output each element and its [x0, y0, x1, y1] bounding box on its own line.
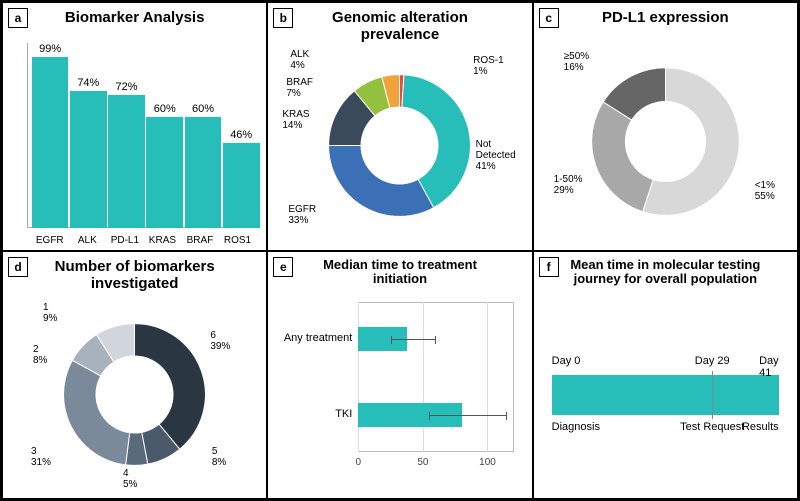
- timeline-bottom-label: Diagnosis: [552, 421, 600, 433]
- panel-d: d Number of biomarkers investigated 19% 2…: [2, 251, 267, 500]
- panel-b-chart: ALK4% BRAF7% KRAS14% EGFR33% ROS-11% NotDetec…: [268, 47, 531, 244]
- panel-c-title: PD-L1 expression: [534, 9, 797, 26]
- bar-braf: 60%: [185, 43, 222, 228]
- panel-e: e Median time to treatment initiation 05…: [267, 251, 532, 500]
- panel-a-title: Biomarker Analysis: [3, 9, 266, 26]
- donut-label: KRAS14%: [282, 109, 309, 131]
- hbar-label: TKI: [274, 408, 352, 420]
- panel-c-chart: ≥50%16% 1-50%29% <1%55%: [534, 39, 797, 244]
- donut-label: 639%: [210, 330, 230, 352]
- donut-label: 1-50%29%: [554, 174, 583, 196]
- panel-b: b Genomic alteration prevalence ALK4% BRA…: [267, 2, 532, 251]
- donut-label: ALK4%: [290, 49, 309, 71]
- timeline-bottom-label: Results: [742, 421, 779, 433]
- bar-kras: 60%: [146, 43, 183, 228]
- bar-ros1: 46%: [223, 43, 260, 228]
- donut-label: 45%: [123, 468, 137, 490]
- panel-f: f Mean time in molecular testing journey…: [533, 251, 798, 500]
- bar-alk: 74%: [70, 43, 107, 228]
- donut-label: 58%: [212, 446, 226, 468]
- donut-label: ROS-11%: [473, 55, 504, 77]
- panel-a-xlabels: EGFRALKPD-L1KRASBRAFROS1: [31, 231, 256, 246]
- figure-grid: a Biomarker Analysis 99%74%72%60%60%46% …: [0, 0, 800, 501]
- donut-label: BRAF7%: [286, 77, 313, 99]
- panel-c: c PD-L1 expression ≥50%16% 1-50%29% <1%55%: [533, 2, 798, 251]
- donut-label: EGFR33%: [288, 204, 316, 226]
- panel-f-title: Mean time in molecular testing journey f…: [534, 258, 797, 288]
- panel-d-title: Number of biomarkers investigated: [3, 258, 266, 293]
- panel-b-letter: b: [273, 8, 293, 28]
- panel-a-chart: 99%74%72%60%60%46%: [27, 43, 256, 228]
- timeline-bar: [552, 375, 779, 415]
- timeline-top-label: Day 29: [695, 355, 730, 367]
- panel-e-chart: 050100Any treatmentTKI: [274, 302, 517, 471]
- panel-d-letter: d: [8, 257, 28, 277]
- donut-label: <1%55%: [755, 180, 775, 202]
- hbar-label: Any treatment: [274, 332, 352, 344]
- panel-b-title: Genomic alteration prevalence: [268, 9, 531, 44]
- panel-f-letter: f: [539, 257, 559, 277]
- panel-a-letter: a: [8, 8, 28, 28]
- donut-label: ≥50%16%: [564, 51, 590, 73]
- panel-e-letter: e: [273, 257, 293, 277]
- bar-pd-l1: 72%: [108, 43, 145, 228]
- panel-c-letter: c: [539, 8, 559, 28]
- timeline-top-label: Day 0: [552, 355, 581, 367]
- donut-label: 19%: [43, 302, 57, 324]
- panel-d-chart: 19% 28% 331% 45% 58% 639%: [3, 296, 266, 493]
- donut-label: 28%: [33, 344, 47, 366]
- panel-e-title: Median time to treatment initiation: [268, 258, 531, 288]
- panel-f-chart: Day 0 Diagnosis Day 29 Test Request Day 41 Re…: [552, 322, 779, 479]
- donut-label: NotDetected41%: [476, 139, 516, 172]
- donut-label: 331%: [31, 446, 51, 468]
- bar-egfr: 99%: [32, 43, 69, 228]
- timeline-bottom-label: Test Request: [680, 421, 744, 433]
- panel-a: a Biomarker Analysis 99%74%72%60%60%46% …: [2, 2, 267, 251]
- timeline-top-label: Day 41: [759, 355, 779, 379]
